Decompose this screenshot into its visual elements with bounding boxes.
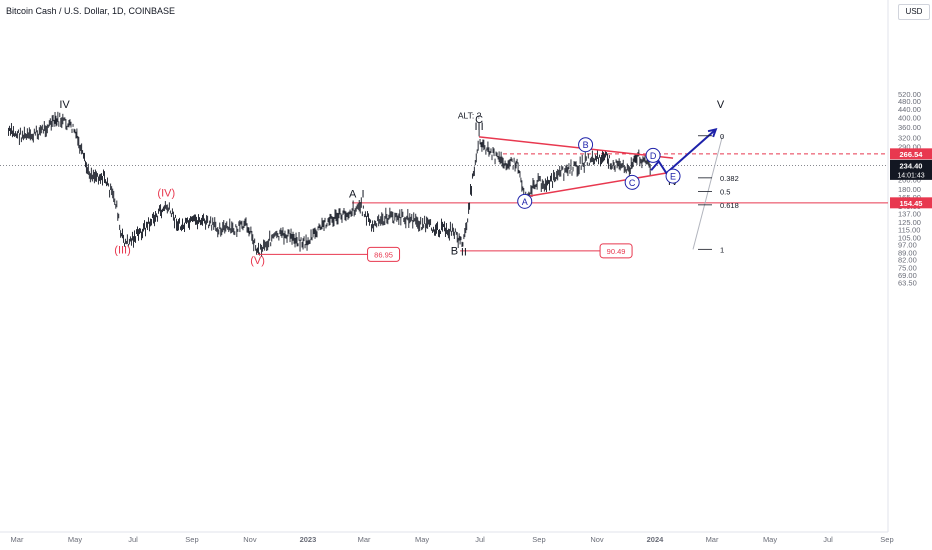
y-tick-label: 115.00 (898, 225, 920, 234)
x-tick-label: Jul (475, 535, 485, 544)
price-label: 154.45 (900, 199, 923, 208)
y-tick-label: 63.50 (898, 279, 917, 288)
wave-circle (578, 137, 594, 153)
x-tick-label: Sep (532, 535, 545, 544)
wave-circle-label: B (583, 140, 589, 150)
y-tick-label: 105.00 (898, 233, 921, 242)
price-label-box (890, 148, 932, 160)
y-tick-label: 97.00 (898, 241, 917, 250)
wave-label: ALT: ? (458, 111, 482, 121)
wave-circle (645, 147, 661, 163)
y-tick-label: 320.00 (898, 133, 921, 142)
price-label-box (890, 197, 932, 209)
triangle-lower-line (524, 171, 674, 198)
wave-label: III (475, 121, 484, 133)
wave-circle-label: A (522, 197, 528, 207)
x-tick-label: Nov (590, 535, 604, 544)
y-tick-label: 480.00 (898, 97, 921, 106)
fib-level-label: 0.382 (720, 174, 739, 183)
x-tick-label: Jul (823, 535, 833, 544)
x-tick-label: May (68, 535, 82, 544)
wave-circle (624, 174, 640, 190)
price-label: 266.54 (900, 150, 924, 159)
wave-label: (IV) (157, 187, 175, 199)
price-countdown: 14:01:43 (897, 172, 924, 179)
x-tick-label: May (763, 535, 777, 544)
projection-arrowhead (707, 128, 718, 138)
wave-label: A (349, 188, 357, 200)
y-tick-label: 69.00 (898, 271, 917, 280)
y-tick-label: 360.00 (898, 123, 921, 132)
projection-path (650, 128, 717, 175)
y-tick-label: 180.00 (898, 185, 921, 194)
low-label-box (599, 243, 633, 259)
x-tick-label: Sep (880, 535, 893, 544)
x-tick-label: Nov (243, 535, 257, 544)
wave-circle-label: D (650, 151, 657, 161)
x-tick-label: Mar (706, 535, 719, 544)
wave-label: IV (59, 99, 70, 111)
price-label: 234.40 (900, 161, 923, 170)
triangle-upper-line (479, 136, 674, 159)
x-tick-label: 2023 (300, 535, 317, 544)
y-tick-label: 200.00 (898, 176, 921, 185)
wave-label: (III) (114, 244, 131, 256)
chart-title: Bitcoin Cash / U.S. Dollar, 1D, COINBASE (6, 6, 176, 16)
x-tick-label: 2024 (647, 535, 665, 544)
x-tick-label: Sep (185, 535, 198, 544)
fib-level-label: 0.618 (720, 201, 739, 210)
low-label: 86.95 (374, 250, 393, 259)
x-tick-label: Mar (358, 535, 371, 544)
fib-level-label: 1 (720, 245, 724, 254)
wave-label: (V) (250, 255, 265, 267)
x-tick-label: Mar (11, 535, 24, 544)
y-tick-label: 125.00 (898, 218, 921, 227)
wave-label: II (461, 246, 467, 258)
x-tick-label: Jul (128, 535, 138, 544)
wave-label: V (717, 99, 725, 111)
low-label: 90.49 (607, 247, 626, 256)
fib-level-label: 0.5 (720, 188, 730, 197)
low-label-box (367, 246, 401, 262)
y-tick-label: 137.00 (898, 210, 921, 219)
y-tick-label: 400.00 (898, 113, 921, 122)
wave-label: C (475, 114, 483, 126)
y-tick-label: 290.00 (898, 142, 921, 151)
wave-circle (517, 193, 533, 209)
y-tick-label: 75.00 (898, 264, 917, 273)
wave-label: B (451, 245, 458, 257)
y-tick-label: 82.00 (898, 256, 917, 265)
price-label-box (890, 159, 932, 180)
x-tick-label: May (415, 535, 429, 544)
y-tick-label: 440.00 (898, 105, 921, 114)
wave-circle-label: C (629, 178, 636, 188)
wave-label: I (362, 188, 365, 200)
wave-circle-label: E (670, 172, 676, 182)
y-tick-label: 89.00 (898, 248, 917, 257)
fib-trendline (692, 135, 723, 250)
y-tick-label: 520.00 (898, 90, 921, 99)
fib-level-label: 0 (720, 132, 724, 141)
currency-selector[interactable]: USD (898, 4, 930, 20)
wave-circle (665, 168, 681, 184)
